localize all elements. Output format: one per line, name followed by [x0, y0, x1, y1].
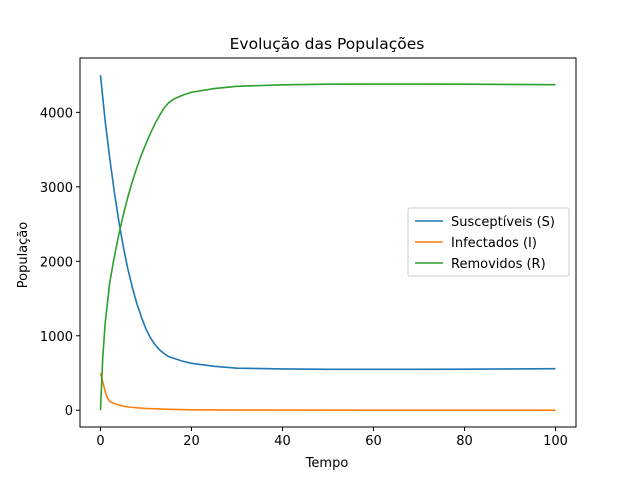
y-axis-ticks: 0 1000 2000 3000 4000	[40, 106, 80, 419]
x-axis-label: Tempo	[305, 456, 349, 471]
plot-frame	[79, 57, 577, 428]
series-line-0	[99, 75, 556, 371]
x-tick-label: 100	[543, 434, 568, 449]
x-tick-label: 60	[365, 434, 382, 449]
y-axis-label: População	[16, 222, 31, 289]
y-tick-label: 2000	[40, 255, 73, 270]
chart-title: Evolução das Populações	[230, 35, 425, 53]
x-tick-label: 40	[274, 434, 291, 449]
plot-lines	[99, 75, 556, 411]
legend-box	[407, 207, 570, 277]
y-tick-label: 1000	[40, 330, 73, 345]
legend-entry-0: Susceptíveis (S)	[451, 215, 555, 230]
x-tick-label: 80	[456, 434, 473, 449]
y-tick-label: 0	[65, 404, 73, 419]
x-tick-label: 20	[183, 434, 200, 449]
y-tick-label: 4000	[40, 106, 73, 121]
series-line-1	[99, 372, 556, 411]
x-tick-label: 0	[96, 434, 104, 449]
legend-entry-1: Infectados (I)	[451, 236, 537, 251]
x-axis-ticks: 0 20 40 60 80 100	[96, 427, 568, 449]
series-line-2	[99, 83, 556, 411]
y-tick-label: 3000	[40, 181, 73, 196]
legend: Susceptíveis (S) Infectados (I) Removidos …	[407, 207, 570, 277]
legend-entry-2: Removidos (R)	[451, 257, 546, 272]
